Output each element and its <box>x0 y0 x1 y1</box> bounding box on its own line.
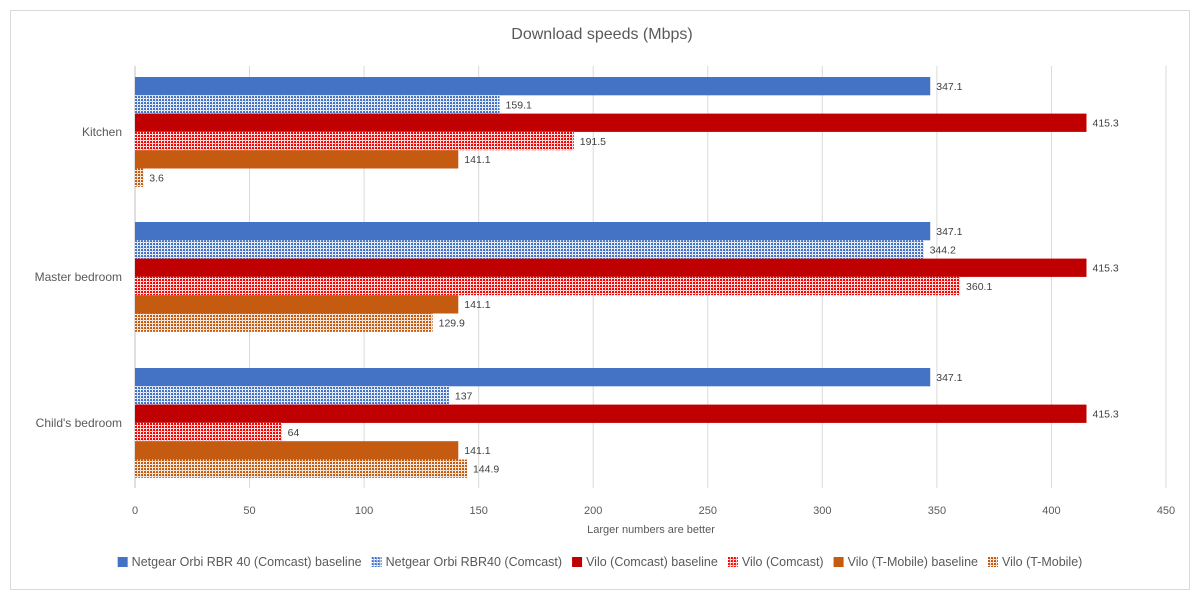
x-tick-label: 300 <box>813 505 831 517</box>
data-label: 347.1 <box>936 226 962 238</box>
bar <box>135 240 924 259</box>
x-tick-label: 400 <box>1042 505 1060 517</box>
x-tick-label: 200 <box>584 505 602 517</box>
data-label: 141.1 <box>464 154 490 166</box>
chart-title: Download speeds (Mbps) <box>511 26 692 43</box>
x-tick-label: 50 <box>243 505 255 517</box>
data-label: 415.3 <box>1092 409 1118 421</box>
bar <box>135 313 433 332</box>
legend-label: Vilo (T-Mobile) baseline <box>848 555 978 569</box>
data-label: 64 <box>288 427 300 439</box>
category-label: Master bedroom <box>35 270 122 284</box>
legend-swatch <box>371 557 382 567</box>
x-tick-label: 0 <box>132 505 138 517</box>
data-label: 191.5 <box>580 136 606 148</box>
x-tick-label: 250 <box>699 505 717 517</box>
bar <box>135 459 467 478</box>
data-label: 129.9 <box>439 317 465 329</box>
legend-swatch <box>987 557 998 567</box>
category-label: Child's bedroom <box>36 416 122 430</box>
data-label: 141.1 <box>464 445 490 457</box>
bar <box>135 368 931 387</box>
bar <box>135 113 1087 132</box>
data-label: 415.3 <box>1092 118 1118 130</box>
bar <box>135 95 500 114</box>
bar <box>135 77 931 96</box>
category-label: Kitchen <box>82 125 122 139</box>
bar <box>135 168 144 187</box>
legend-item: Vilo (Comcast) baseline <box>572 555 718 569</box>
bar <box>135 295 459 314</box>
bar <box>135 131 574 151</box>
data-label: 344.2 <box>930 244 956 256</box>
data-label: 141.1 <box>464 299 490 311</box>
legend-swatch <box>727 557 738 567</box>
data-label: 144.9 <box>473 463 499 475</box>
bar <box>135 258 1087 277</box>
y-axis-categories: Kitchen Master bedroom Child's bedroom <box>35 125 122 430</box>
bar <box>135 422 282 442</box>
bar <box>135 276 961 296</box>
bar <box>135 150 459 169</box>
x-tick-label: 450 <box>1157 505 1175 517</box>
legend-item: Netgear Orbi RBR 40 (Comcast) baseline <box>117 555 362 569</box>
bar <box>135 441 459 460</box>
x-axis-title: Larger numbers are better <box>587 524 715 536</box>
legend-label: Vilo (Comcast) baseline <box>586 555 718 569</box>
legend-item: Netgear Orbi RBR40 (Comcast) <box>371 555 562 569</box>
x-axis-ticks: 0 50 100 150 200 250 300 350 400 450 <box>132 505 1175 517</box>
x-tick-label: 100 <box>355 505 373 517</box>
data-label: 347.1 <box>936 372 962 384</box>
legend-swatch <box>572 557 583 567</box>
legend-swatch <box>117 557 128 567</box>
data-labels: 347.1 159.1 415.3 191.5 141.1 3.6 347.1 344.2 41… <box>149 81 1119 476</box>
data-label: 415.3 <box>1092 263 1118 275</box>
data-label: 159.1 <box>506 99 532 111</box>
legend-item: Vilo (Comcast) <box>727 555 824 569</box>
data-label: 3.6 <box>149 172 164 184</box>
x-tick-label: 150 <box>469 505 487 517</box>
data-label: 347.1 <box>936 81 962 93</box>
bar <box>135 404 1087 423</box>
legend-item: Vilo (T-Mobile) baseline <box>833 555 978 569</box>
bar <box>135 222 931 241</box>
legend-label: Netgear Orbi RBR 40 (Comcast) baseline <box>132 555 362 569</box>
bar <box>135 386 449 405</box>
x-tick-label: 350 <box>928 505 946 517</box>
legend-label: Netgear Orbi RBR40 (Comcast) <box>386 555 562 569</box>
legend-swatch <box>833 557 844 567</box>
legend-item: Vilo (T-Mobile) <box>987 555 1082 569</box>
legend-label: Vilo (T-Mobile) <box>1002 555 1082 569</box>
legend-label: Vilo (Comcast) <box>742 555 824 569</box>
data-label: 360.1 <box>966 281 992 293</box>
legend: Netgear Orbi RBR 40 (Comcast) baseline Ne… <box>117 555 1082 569</box>
data-label: 137 <box>455 390 473 402</box>
bars <box>135 77 1087 478</box>
